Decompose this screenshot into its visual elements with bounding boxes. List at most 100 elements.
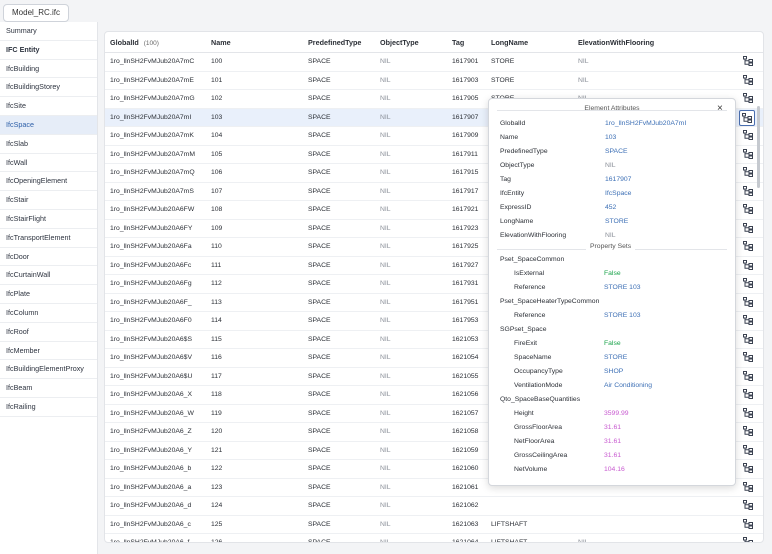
table-row[interactable]: 1ro_llnSH2FvMJub20A7mQ 106 SPACE NIL 1617915 <box>105 164 763 183</box>
hierarchy-icon[interactable] <box>743 370 753 381</box>
sidebar-item-ifccurtainwall[interactable]: IfcCurtainWall <box>0 266 97 286</box>
hierarchy-icon[interactable] <box>743 389 753 399</box>
sidebar-item-ifcplate[interactable]: IfcPlate <box>0 285 97 304</box>
hierarchy-icon[interactable] <box>743 185 753 196</box>
hierarchy-icon[interactable] <box>743 278 753 288</box>
table-row[interactable]: 1ro_llnSH2FvMJub20A6FY 109 SPACE NIL 1617923 <box>105 220 763 238</box>
col-name[interactable]: Name <box>211 38 231 47</box>
table-row[interactable]: 1ro_llnSH2FvMJub20A7mK 104 SPACE NIL 1617909 <box>105 127 763 146</box>
sidebar-item-summary[interactable]: Summary <box>0 22 97 41</box>
scrollbar[interactable] <box>757 106 760 188</box>
sidebar-item-ifcbeam[interactable]: IfcBeam <box>0 379 97 398</box>
table-row[interactable]: 1ro_llnSH2FvMJub20A6_Y 121 SPACE NIL 1621059 <box>105 442 763 460</box>
hierarchy-icon[interactable] <box>743 148 753 159</box>
table-row[interactable]: 1ro_llnSH2FvMJub20A6FW 108 SPACE NIL 1617921 <box>105 201 763 220</box>
col-predefinedtype[interactable]: PredefinedType <box>308 38 362 47</box>
hierarchy-icon[interactable] <box>743 74 753 85</box>
top-bar: Model_RC.ifc <box>0 0 772 22</box>
cell-tag: 1617923 <box>452 224 479 232</box>
hierarchy-icon[interactable] <box>743 444 753 455</box>
cell-name: 121 <box>211 446 223 454</box>
hierarchy-icon[interactable] <box>743 463 753 473</box>
file-tab[interactable]: Model_RC.ifc <box>3 4 70 22</box>
col-elevation[interactable]: ElevationWithFlooring <box>578 38 655 47</box>
cell-globalid: 1ro_llnSH2FvMJub20A7mG <box>110 95 195 102</box>
cell-objecttype: NIL <box>380 187 391 195</box>
hierarchy-icon[interactable] <box>743 93 753 103</box>
table-row[interactable]: 1ro_llnSH2FvMJub20A6_f 126 SPACE NIL 1621064… <box>105 534 763 542</box>
hierarchy-icon[interactable] <box>743 222 753 233</box>
table-row[interactable]: 1ro_llnSH2FvMJub20A6$V 116 SPACE NIL 1621054 <box>105 349 763 368</box>
sidebar-item-ifcrailing[interactable]: IfcRailing <box>0 398 97 417</box>
table-body: 1ro_llnSH2FvMJub20A7mC 100 SPACE NIL 1617901… <box>105 53 763 542</box>
hierarchy-icon[interactable] <box>739 109 755 126</box>
attr-value: 1ro_llnSH2FvMJub20A7mI <box>605 120 687 127</box>
cell-globalid: 1ro_llnSH2FvMJub20A6_b <box>110 465 192 472</box>
hierarchy-icon[interactable] <box>743 204 753 214</box>
table-row[interactable]: 1ro_llnSH2FvMJub20A6_a 123 SPACE NIL 1621061 <box>105 479 763 497</box>
table-row[interactable]: 1ro_llnSH2FvMJub20A6_X 118 SPACE NIL 1621056 <box>105 386 763 405</box>
cell-objecttype: NIL <box>380 169 391 176</box>
hierarchy-icon[interactable] <box>743 352 753 362</box>
hierarchy-icon[interactable] <box>743 259 753 270</box>
sidebar-item-ifcsite[interactable]: IfcSite <box>0 97 97 116</box>
hierarchy-icon[interactable] <box>743 130 753 140</box>
table-row[interactable]: 1ro_llnSH2FvMJub20A6Fc 111 SPACE NIL 1617927 <box>105 257 763 275</box>
cell-predefinedtype: SPACE <box>308 113 331 121</box>
col-tag[interactable]: Tag <box>452 38 465 47</box>
table-row[interactable]: 1ro_llnSH2FvMJub20A7mE 101 SPACE NIL 1617903… <box>105 72 763 90</box>
hierarchy-icon[interactable] <box>743 407 753 418</box>
cell-objecttype: NIL <box>380 409 391 417</box>
prop-value: STORE 103 <box>604 312 641 319</box>
cell-longname: STORE <box>491 76 515 84</box>
hierarchy-icon[interactable] <box>743 56 753 66</box>
col-longname[interactable]: LongName <box>491 38 529 47</box>
prop-value: STORE 103 <box>604 284 641 291</box>
table-row[interactable]: 1ro_llnSH2FvMJub20A7mC 100 SPACE NIL 1617901… <box>105 53 763 72</box>
hierarchy-icon[interactable] <box>743 481 753 492</box>
col-objecttype[interactable]: ObjectType <box>380 38 419 47</box>
table-row[interactable]: 1ro_llnSH2FvMJub20A6F_ 113 SPACE NIL 1617951 <box>105 294 763 312</box>
hierarchy-icon[interactable] <box>743 296 753 307</box>
close-icon[interactable]: × <box>717 103 723 114</box>
sidebar-item-ifcdoor[interactable]: IfcDoor <box>0 248 97 267</box>
table-row[interactable]: 1ro_llnSH2FvMJub20A6$U 117 SPACE NIL 1621055 <box>105 368 763 386</box>
table-row[interactable]: 1ro_llnSH2FvMJub20A7mM 105 SPACE NIL 1617911 <box>105 146 763 164</box>
table-row[interactable]: 1ro_llnSH2FvMJub20A7mS 107 SPACE NIL 1617917 <box>105 183 763 201</box>
sidebar-item-ifcbuildingelementproxy[interactable]: IfcBuildingElementProxy <box>0 360 97 380</box>
cell-name: 102 <box>211 95 223 102</box>
hierarchy-icon[interactable] <box>743 333 753 344</box>
sidebar-item-ifcstair[interactable]: IfcStair <box>0 191 97 210</box>
table-row[interactable]: 1ro_llnSH2FvMJub20A6_W 119 SPACE NIL 1621057 <box>105 405 763 423</box>
sidebar-item-ifcbuilding[interactable]: IfcBuilding <box>0 60 97 79</box>
hierarchy-icon[interactable] <box>743 241 753 251</box>
table-row[interactable]: 1ro_llnSH2FvMJub20A6_Z 120 SPACE NIL 1621058 <box>105 423 763 442</box>
hierarchy-icon[interactable] <box>743 518 753 529</box>
table-row[interactable]: 1ro_llnSH2FvMJub20A6Fg 112 SPACE NIL 1617931 <box>105 275 763 294</box>
table-row[interactable]: 1ro_llnSH2FvMJub20A6F0 114 SPACE NIL 1617953 <box>105 312 763 331</box>
sidebar-item-ifctransportelement[interactable]: IfcTransportElement <box>0 229 97 248</box>
sidebar-item-ifcbuildingstorey[interactable]: IfcBuildingStorey <box>0 78 97 98</box>
sidebar-item-ifcopeningelement[interactable]: IfcOpeningElement <box>0 172 97 192</box>
hierarchy-icon[interactable] <box>743 315 753 325</box>
table-row[interactable]: 1ro_llnSH2FvMJub20A6$S 115 SPACE NIL 1621053 <box>105 331 763 349</box>
hierarchy-icon[interactable] <box>743 167 753 177</box>
sidebar-item-ifcmember[interactable]: IfcMember <box>0 342 97 361</box>
prop-key: SpaceName <box>514 354 552 361</box>
hierarchy-icon[interactable] <box>743 537 753 542</box>
cell-name: 116 <box>211 354 222 361</box>
sidebar-item-ifcslab[interactable]: IfcSlab <box>0 135 97 154</box>
sidebar-item-ifcstairflight[interactable]: IfcStairFlight <box>0 210 97 229</box>
sidebar-item-ifccolumn[interactable]: IfcColumn <box>0 304 97 323</box>
table-row[interactable]: 1ro_llnSH2FvMJub20A6Fa 110 SPACE NIL 1617925 <box>105 238 763 257</box>
sidebar-item-ifcwall[interactable]: IfcWall <box>0 154 97 173</box>
table-row[interactable]: 1ro_llnSH2FvMJub20A6_b 122 SPACE NIL 1621060 <box>105 460 763 479</box>
col-globalid[interactable]: GlobalId (100) <box>110 38 159 47</box>
table-row[interactable]: 1ro_llnSH2FvMJub20A6_c 125 SPACE NIL 1621063… <box>105 516 763 534</box>
hierarchy-icon[interactable] <box>743 426 753 436</box>
cell-name: 100 <box>211 58 223 65</box>
hierarchy-icon[interactable] <box>743 500 753 510</box>
sidebar-item-ifcspace[interactable]: IfcSpace <box>0 115 97 135</box>
sidebar-item-ifcroof[interactable]: IfcRoof <box>0 323 97 342</box>
table-row[interactable]: 1ro_llnSH2FvMJub20A6_d 124 SPACE NIL 1621062 <box>105 497 763 516</box>
